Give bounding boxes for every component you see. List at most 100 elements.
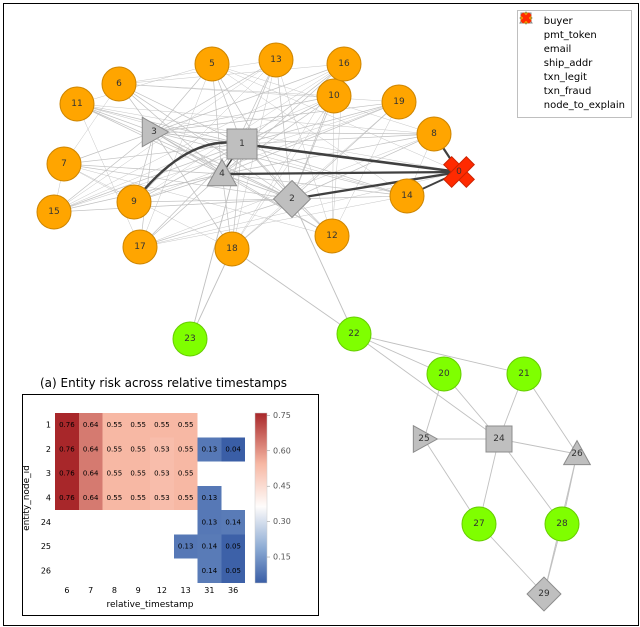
legend-item-buyer: buyer bbox=[522, 15, 625, 29]
svg-text:0.76: 0.76 bbox=[59, 445, 75, 453]
node-17: 17 bbox=[123, 230, 157, 264]
node-11: 11 bbox=[60, 87, 94, 121]
svg-text:1: 1 bbox=[46, 421, 51, 430]
svg-text:12: 12 bbox=[157, 586, 167, 595]
svg-text:0.75: 0.75 bbox=[273, 411, 291, 420]
node-25: 25 bbox=[413, 426, 437, 453]
svg-text:0.55: 0.55 bbox=[107, 445, 123, 453]
node-1: 1 bbox=[227, 129, 257, 159]
svg-text:0.14: 0.14 bbox=[202, 543, 218, 551]
legend-label: txn_legit bbox=[544, 71, 587, 85]
node-2: 2 bbox=[274, 181, 311, 218]
svg-text:0.55: 0.55 bbox=[178, 494, 194, 502]
svg-text:0.76: 0.76 bbox=[59, 494, 75, 502]
node-9: 9 bbox=[117, 185, 151, 219]
svg-text:4: 4 bbox=[46, 494, 51, 503]
triangle-right-icon bbox=[522, 43, 538, 57]
svg-text:0.55: 0.55 bbox=[130, 470, 146, 478]
node-16: 16 bbox=[327, 47, 361, 81]
diamond-icon bbox=[522, 29, 538, 43]
svg-text:0.53: 0.53 bbox=[154, 470, 170, 478]
svg-text:0.64: 0.64 bbox=[83, 445, 99, 453]
svg-text:0.55: 0.55 bbox=[130, 445, 146, 453]
svg-text:3: 3 bbox=[46, 469, 51, 478]
svg-text:7: 7 bbox=[88, 586, 93, 595]
svg-text:0.55: 0.55 bbox=[154, 421, 170, 429]
svg-text:0.55: 0.55 bbox=[178, 470, 194, 478]
node-27: 27 bbox=[462, 507, 496, 541]
legend-item-pmt_token: pmt_token bbox=[522, 29, 625, 43]
svg-text:0.14: 0.14 bbox=[202, 567, 218, 575]
svg-text:31: 31 bbox=[204, 586, 214, 595]
node-14: 14 bbox=[390, 179, 424, 213]
node-6: 6 bbox=[102, 67, 136, 101]
svg-text:9: 9 bbox=[136, 586, 141, 595]
heatmap-panel: 0.76 0.64 0.55 0.55 0.55 0.55 0.76 0.64 0.55 0.55… bbox=[22, 394, 319, 616]
svg-text:0.64: 0.64 bbox=[83, 421, 99, 429]
svg-text:entity_node_id: entity_node_id bbox=[23, 465, 32, 531]
svg-text:24: 24 bbox=[41, 518, 51, 527]
svg-text:8: 8 bbox=[112, 586, 117, 595]
svg-text:0.30: 0.30 bbox=[273, 517, 291, 526]
legend-label: buyer bbox=[544, 15, 573, 29]
node-29: 29 bbox=[527, 577, 561, 611]
circle-green-icon bbox=[522, 71, 538, 85]
node-15: 15 bbox=[37, 195, 71, 229]
svg-text:0.53: 0.53 bbox=[154, 445, 170, 453]
svg-text:6: 6 bbox=[64, 586, 69, 595]
svg-text:0.55: 0.55 bbox=[178, 421, 194, 429]
svg-text:0.55: 0.55 bbox=[178, 445, 194, 453]
svg-text:0.13: 0.13 bbox=[178, 543, 194, 551]
svg-text:0.13: 0.13 bbox=[202, 445, 218, 453]
svg-text:relative_timestamp: relative_timestamp bbox=[107, 600, 194, 610]
circle-orange-icon bbox=[522, 85, 538, 99]
x-red-icon bbox=[522, 99, 538, 113]
svg-text:0.76: 0.76 bbox=[59, 421, 75, 429]
triangle-up-icon bbox=[522, 57, 538, 71]
svg-text:36: 36 bbox=[228, 586, 238, 595]
svg-text:2: 2 bbox=[46, 445, 51, 454]
svg-text:0.05: 0.05 bbox=[225, 567, 241, 575]
svg-text:0.13: 0.13 bbox=[202, 494, 218, 502]
svg-text:26: 26 bbox=[41, 566, 51, 575]
node-10: 10 bbox=[317, 79, 351, 113]
node-18: 18 bbox=[215, 232, 249, 266]
svg-text:0.64: 0.64 bbox=[83, 494, 99, 502]
svg-text:0.05: 0.05 bbox=[225, 543, 241, 551]
svg-text:0.55: 0.55 bbox=[130, 421, 146, 429]
svg-text:0.55: 0.55 bbox=[107, 421, 123, 429]
legend-item-email: email bbox=[522, 43, 625, 57]
node-24: 24 bbox=[486, 426, 512, 452]
legend-item-ship_addr: ship_addr bbox=[522, 57, 625, 71]
chart-frame: 0123456789101112131415161718192021222324… bbox=[3, 3, 639, 626]
node-23: 23 bbox=[173, 322, 207, 356]
node-8: 8 bbox=[417, 117, 451, 151]
node-5: 5 bbox=[195, 47, 229, 81]
heatmap: 0.76 0.64 0.55 0.55 0.55 0.55 0.76 0.64 0.55 0.55… bbox=[23, 395, 318, 615]
legend-label: txn_fraud bbox=[544, 85, 592, 99]
svg-text:0.55: 0.55 bbox=[130, 494, 146, 502]
svg-text:0.55: 0.55 bbox=[107, 470, 123, 478]
legend: buyer pmt_token email ship_addr txn_legi… bbox=[517, 10, 632, 118]
node-28: 28 bbox=[545, 507, 579, 541]
node-12: 12 bbox=[315, 219, 349, 253]
legend-item-txn_fraud: txn_fraud bbox=[522, 85, 625, 99]
svg-text:13: 13 bbox=[181, 586, 191, 595]
svg-text:0.60: 0.60 bbox=[273, 446, 291, 455]
node-26: 26 bbox=[564, 441, 591, 465]
svg-text:0.53: 0.53 bbox=[154, 494, 170, 502]
legend-label: node_to_explain bbox=[544, 99, 625, 113]
svg-text:0.64: 0.64 bbox=[83, 470, 99, 478]
svg-text:0.55: 0.55 bbox=[107, 494, 123, 502]
node-13: 13 bbox=[259, 43, 293, 77]
svg-text:0.15: 0.15 bbox=[273, 553, 291, 562]
node-7: 7 bbox=[47, 147, 81, 181]
node-20: 20 bbox=[427, 357, 461, 391]
legend-item-node_to_explain: node_to_explain bbox=[522, 99, 625, 113]
svg-text:0.14: 0.14 bbox=[225, 518, 241, 526]
svg-text:0.13: 0.13 bbox=[202, 518, 218, 526]
node-19: 19 bbox=[382, 85, 416, 119]
svg-text:0.76: 0.76 bbox=[59, 470, 75, 478]
heatmap-title: (a) Entity risk across relative timestam… bbox=[40, 376, 287, 390]
legend-label: ship_addr bbox=[544, 57, 593, 71]
